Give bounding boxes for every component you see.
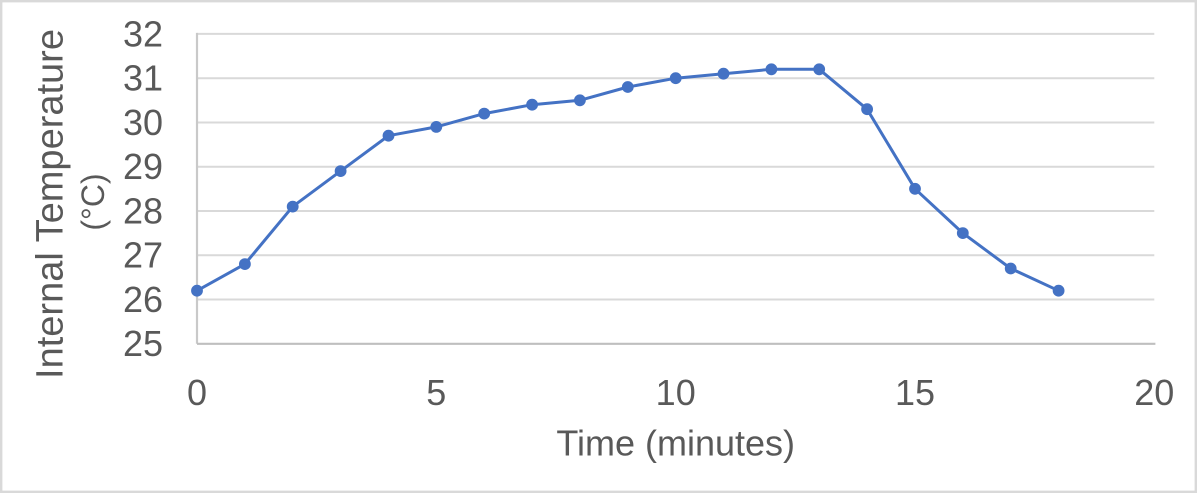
svg-text:(°C): (°C) — [75, 173, 111, 230]
svg-text:31: 31 — [123, 58, 163, 99]
svg-text:20: 20 — [1134, 372, 1174, 413]
svg-text:Internal Temperature: Internal Temperature — [29, 29, 71, 379]
svg-text:28: 28 — [123, 190, 163, 231]
svg-text:15: 15 — [895, 372, 935, 413]
svg-text:0: 0 — [187, 372, 207, 413]
svg-text:29: 29 — [123, 146, 163, 187]
svg-text:32: 32 — [123, 13, 163, 54]
svg-text:30: 30 — [123, 102, 163, 143]
svg-text:26: 26 — [123, 279, 163, 320]
svg-text:Time (minutes): Time (minutes) — [556, 423, 795, 464]
svg-text:25: 25 — [123, 323, 163, 364]
svg-text:27: 27 — [123, 235, 163, 276]
svg-text:10: 10 — [656, 372, 696, 413]
svg-text:5: 5 — [426, 372, 446, 413]
